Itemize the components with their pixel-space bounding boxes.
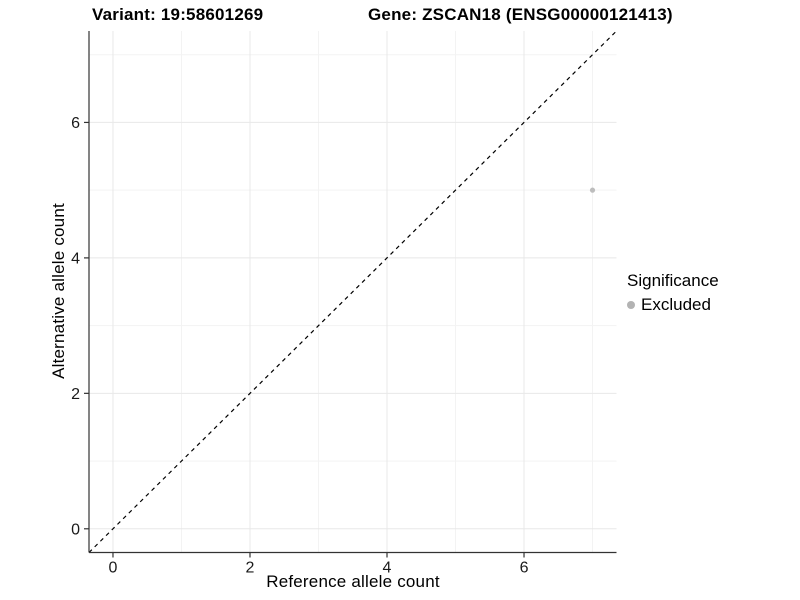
x-axis-title: Reference allele count [266,572,440,591]
y-axis-tick-label: 2 [71,386,80,403]
chart-title-variant: Variant: 19:58601269 [92,5,264,24]
legend-key-dot-icon [627,301,635,309]
identity-reference-line [88,30,617,553]
chart-title-gene: Gene: ZSCAN18 (ENSG00000121413) [368,5,673,24]
x-axis-tick-label: 2 [246,560,255,577]
x-axis-tick-label: 4 [383,560,392,577]
y-axis-tick-label: 6 [71,115,80,132]
x-axis-tick-label: 0 [109,560,118,577]
legend-title: Significance [627,271,719,290]
legend-item-excluded: Excluded [627,295,719,315]
x-axis-tick-label: 6 [520,560,529,577]
legend: Significance Excluded [627,271,719,315]
y-axis-tick-label: 0 [71,521,80,538]
y-axis-title: Alternative allele count [49,203,68,379]
data-point [589,187,596,193]
legend-item-label: Excluded [641,295,711,314]
y-axis-tick-label: 4 [71,250,80,267]
